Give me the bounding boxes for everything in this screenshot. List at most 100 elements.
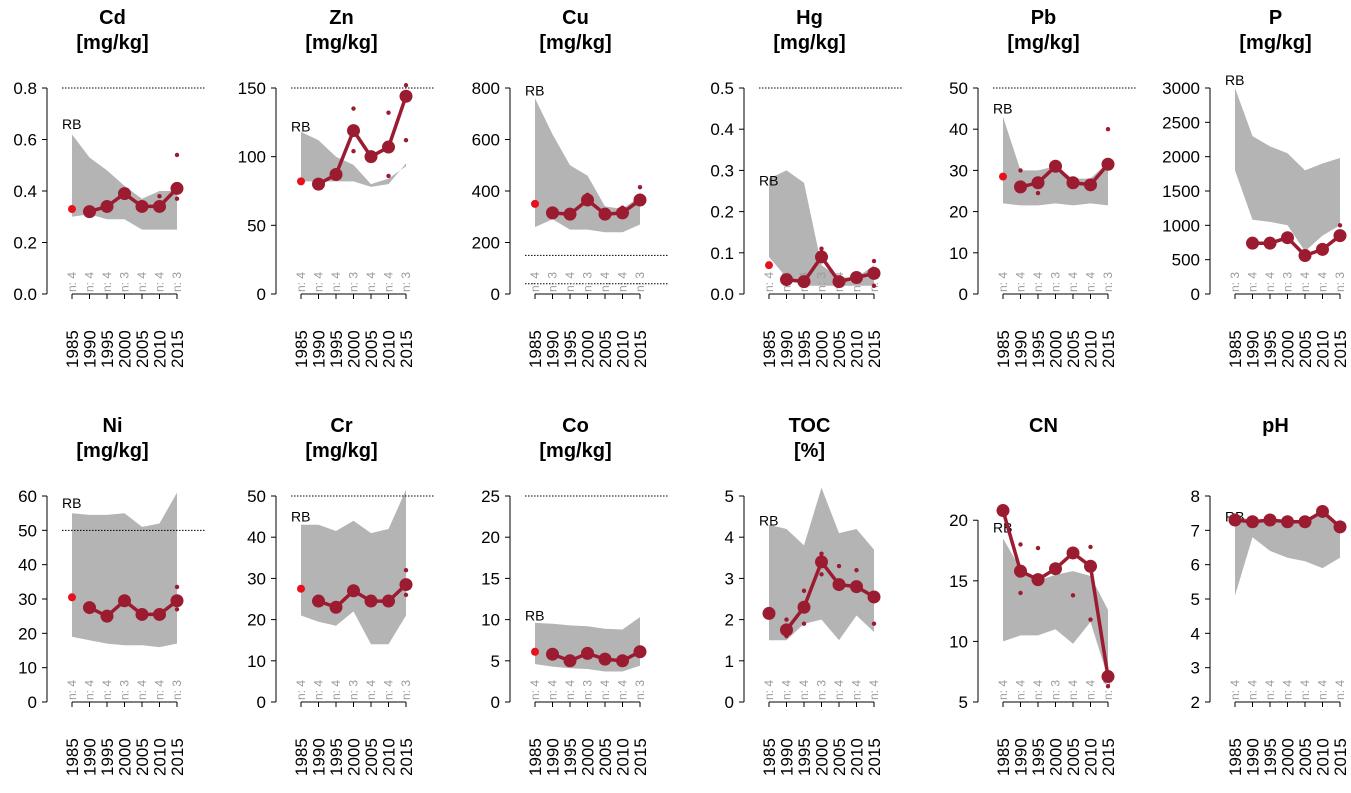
mean-point	[135, 199, 149, 213]
y-tick-label: 0.1	[710, 244, 734, 263]
chart-grid: Cd [mg/kg] 0.0 0.2 0.4 0.6 0.8 1985 n: 4 1990 n: 4…	[0, 7, 1350, 776]
chart-svg: 5 10 15 20 1985 n: 4 1990 n: 4 1995 n: 4 2000 n: 3 2…	[949, 504, 1118, 776]
chart-title-unit: [mg/kg]	[305, 32, 378, 54]
x-tick-label: 1985	[292, 738, 311, 776]
y-tick-label: 0	[28, 693, 37, 712]
mean-point	[815, 250, 828, 264]
mean-point	[100, 199, 114, 213]
y-tick-label: 0	[491, 285, 500, 304]
mean-point	[797, 275, 811, 289]
chart-svg: 0.0 0.2 0.4 0.6 0.8 1985 n: 4 1990 n: 4 1995 n: 4 2…	[13, 79, 205, 368]
mean-point	[832, 578, 846, 592]
sample-count-label: n: 4	[1066, 680, 1080, 700]
x-tick-label: 2015	[865, 738, 884, 776]
x-tick-label: 1995	[327, 330, 346, 368]
mean-point	[1031, 573, 1045, 587]
sample-point	[819, 246, 824, 251]
sample-count-label: n: 4	[1298, 680, 1312, 700]
chart-panel-toc: TOC [%] 0 1 2 3 4 5 1985 n: 4 1990 n: 4 1995 n: 4 2000…	[697, 408, 922, 793]
chart-title-name: pH	[1262, 415, 1289, 437]
x-tick-label: 2005	[830, 738, 849, 776]
start-point	[999, 172, 1007, 181]
mean-point	[1049, 159, 1062, 173]
sample-count-label: n: 4	[528, 680, 542, 700]
sample-count-label: n: 4	[135, 272, 149, 292]
sample-count-label: n: 4	[598, 272, 612, 292]
sample-count-label: n: 4	[1014, 272, 1028, 292]
x-tick-label: 2000	[1279, 330, 1298, 368]
y-tick-label: 0	[959, 285, 968, 304]
sample-count-label: n: 4	[1263, 680, 1277, 700]
chart-title-name: P	[1268, 7, 1283, 29]
chart-title-unit: [mg/kg]	[76, 32, 149, 54]
chart-title-unit: [mg/kg]	[773, 32, 846, 54]
sample-count-label: n: 4	[1298, 272, 1312, 292]
sample-count-label: n: 4	[762, 680, 776, 700]
chart-title-name: CN	[1029, 415, 1058, 437]
mean-point	[382, 140, 395, 154]
sample-count-label: n: 4	[1316, 680, 1330, 700]
sample-count-label: n: 4	[1263, 272, 1277, 292]
chart-title-name: Co	[562, 415, 589, 437]
sample-count-label: n: 4	[797, 680, 811, 700]
x-tick-label: 2000	[345, 738, 364, 776]
mean-point	[364, 594, 378, 608]
chart-panel-cn: CN 5 10 15 20 1985 n: 4 1990 n: 4 1995 n: 4 2000 n: …	[931, 408, 1156, 793]
chart-svg: 0 10 20 30 40 50 1985 n: 4 1990 n: 4 1995 n: 4 2000 n…	[949, 79, 1136, 368]
mean-point	[118, 187, 131, 201]
sample-count-label: n: 4	[850, 680, 864, 700]
mean-point	[867, 266, 881, 280]
x-tick-label: 2005	[362, 738, 381, 776]
x-tick-label: 2005	[1064, 330, 1083, 368]
y-tick-label: 25	[481, 487, 500, 506]
mean-point	[867, 590, 881, 604]
sample-count-label: n: 4	[153, 680, 167, 700]
chart-title: Ni [mg/kg]	[0, 414, 225, 464]
x-tick-label: 1985	[994, 330, 1013, 368]
y-tick-label: 0.2	[13, 234, 37, 253]
x-tick-label: 1985	[994, 738, 1013, 776]
sample-count-label: n: 3	[633, 680, 647, 700]
sample-count-label: n: 4	[382, 272, 396, 292]
x-tick-label: 2010	[1082, 330, 1101, 368]
x-tick-label: 2000	[813, 330, 832, 368]
y-tick-label: 1	[725, 652, 734, 671]
x-tick-label: 2005	[133, 330, 152, 368]
sample-count-label: n: 3	[1228, 272, 1242, 292]
rb-label: RB	[291, 509, 310, 525]
mean-point	[581, 646, 594, 660]
rb-label: RB	[759, 173, 778, 189]
sample-count-label: n: 3	[1101, 272, 1115, 292]
y-tick-label: 10	[949, 632, 968, 651]
x-tick-label: 2005	[596, 738, 615, 776]
x-tick-label: 1985	[760, 330, 779, 368]
y-tick-label: 800	[472, 79, 500, 98]
y-tick-label: 100	[238, 148, 266, 167]
x-tick-label: 2010	[1314, 738, 1333, 776]
chart-title-name: Pb	[1030, 7, 1057, 29]
sample-count-label: n: 3	[1049, 272, 1063, 292]
rb-label: RB	[759, 513, 778, 529]
sample-count-label: n: 3	[581, 680, 595, 700]
chart-title: CN	[931, 414, 1156, 439]
x-tick-label: 2010	[848, 330, 867, 368]
y-tick-label: 200	[472, 234, 500, 253]
range-band	[535, 98, 640, 233]
y-tick-label: 4	[725, 528, 734, 547]
chart-panel-co: Co [mg/kg] 0 5 10 15 20 25 1985 n: 4 1990 n: 4 1995 n…	[463, 408, 688, 793]
x-tick-label: 2015	[1099, 330, 1118, 368]
sample-count-label: n: 4	[1246, 272, 1260, 292]
y-tick-label: 15	[481, 569, 500, 588]
sample-count-label: n: 4	[364, 680, 378, 700]
sample-point	[871, 283, 877, 288]
sample-count-label: n: 4	[1084, 272, 1098, 292]
rb-label: RB	[993, 101, 1012, 117]
y-tick-label: 2	[1191, 693, 1200, 712]
x-tick-label: 2000	[1047, 330, 1066, 368]
chart-title-unit: [mg/kg]	[305, 440, 378, 462]
x-tick-label: 1995	[1261, 738, 1280, 776]
mean-point	[1316, 504, 1329, 518]
x-tick-label: 1990	[778, 330, 797, 368]
y-tick-label: 20	[949, 203, 968, 222]
mean-point	[1101, 670, 1115, 684]
